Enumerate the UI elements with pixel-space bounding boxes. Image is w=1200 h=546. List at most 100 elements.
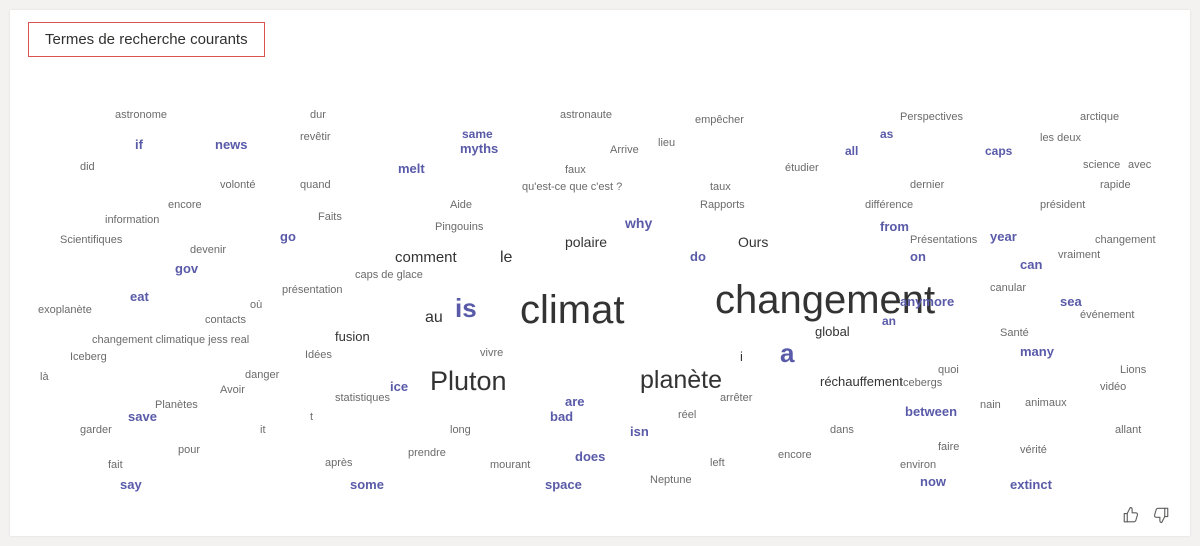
word-cloud-term: why [625, 216, 652, 230]
word-cloud-term: Pingouins [435, 222, 483, 233]
word-cloud-term: là [40, 372, 49, 383]
word-cloud-term: caps [985, 145, 1012, 157]
word-cloud-term: vivre [480, 348, 503, 359]
word-cloud-term: between [905, 405, 957, 418]
word-cloud-term: fait [108, 460, 123, 471]
word-cloud-term: planète [640, 368, 722, 393]
word-cloud-term: Rapports [700, 200, 745, 211]
thumbs-up-icon[interactable] [1122, 506, 1140, 524]
word-cloud-term: did [80, 162, 95, 173]
word-cloud-term: encore [778, 450, 812, 461]
word-cloud-term: où [250, 300, 262, 311]
word-cloud-term: year [990, 230, 1017, 243]
word-cloud-term: on [910, 250, 926, 263]
word-cloud-term: science [1083, 160, 1120, 171]
word-cloud-term: news [215, 138, 248, 151]
word-cloud-term: are [565, 395, 585, 408]
word-cloud-term: volonté [220, 180, 255, 191]
word-cloud-term: go [280, 230, 296, 243]
word-cloud-term: myths [460, 142, 498, 155]
word-cloud-term: now [920, 475, 946, 488]
word-cloud-term: astronaute [560, 110, 612, 121]
word-cloud-term: it [260, 425, 266, 436]
word-cloud-term: garder [80, 425, 112, 436]
word-cloud-term: quoi [938, 365, 959, 376]
word-cloud-term: fusion [335, 330, 370, 343]
word-cloud-term: do [690, 250, 706, 263]
word-cloud-term: is [455, 295, 477, 321]
word-cloud-term: dur [310, 110, 326, 121]
word-cloud-term: Planètes [155, 400, 198, 411]
word-cloud-term: allant [1115, 425, 1141, 436]
feedback-controls [1122, 506, 1170, 524]
word-cloud-term: vraiment [1058, 250, 1100, 261]
word-cloud-term: réel [678, 410, 696, 421]
word-cloud-term: information [105, 215, 159, 226]
word-cloud-term: Santé [1000, 328, 1029, 339]
word-cloud-term: animaux [1025, 398, 1067, 409]
word-cloud-term: événement [1080, 310, 1134, 321]
word-cloud-term: pour [178, 445, 200, 456]
word-cloud-term: vidéo [1100, 382, 1126, 393]
word-cloud-term: qu'est-ce que c'est ? [522, 182, 622, 193]
word-cloud-term: melt [398, 162, 425, 175]
word-cloud-term: anymore [900, 295, 954, 308]
word-cloud-term: arctique [1080, 112, 1119, 123]
word-cloud-term: i [740, 350, 743, 363]
word-cloud-term: some [350, 478, 384, 491]
word-cloud-term: space [545, 478, 582, 491]
word-cloud-term: climat [520, 290, 624, 330]
word-cloud-term: same [462, 128, 493, 140]
word-cloud-term: Icebergs [900, 378, 942, 389]
word-cloud-term: global [815, 325, 850, 338]
word-cloud-term: encore [168, 200, 202, 211]
word-cloud-term: Ours [738, 235, 768, 249]
word-cloud-term: étudier [785, 163, 819, 174]
word-cloud-term: extinct [1010, 478, 1052, 491]
word-cloud-term: rapide [1100, 180, 1131, 191]
word-cloud-term: Présentations [910, 235, 977, 246]
word-cloud: climatchangementPlutonplanèteisaleaucomm… [20, 80, 1180, 490]
word-cloud-term: t [310, 412, 313, 423]
word-cloud-term: bad [550, 410, 573, 423]
word-cloud-term: comment [395, 250, 457, 265]
word-cloud-term: réchauffement [820, 375, 903, 388]
word-cloud-term: Perspectives [900, 112, 963, 123]
word-cloud-term: all [845, 145, 858, 157]
word-cloud-term: from [880, 220, 909, 233]
word-cloud-term: astronome [115, 110, 167, 121]
word-cloud-term: can [1020, 258, 1042, 271]
word-cloud-term: différence [865, 200, 913, 211]
word-cloud-term: long [450, 425, 471, 436]
word-cloud-term: dernier [910, 180, 944, 191]
word-cloud-term: revêtir [300, 132, 331, 143]
word-cloud-term: many [1020, 345, 1054, 358]
word-cloud-term: contacts [205, 315, 246, 326]
word-cloud-term: Aide [450, 200, 472, 211]
word-cloud-term: Pluton [430, 368, 507, 395]
word-cloud-term: président [1040, 200, 1085, 211]
thumbs-down-icon[interactable] [1152, 506, 1170, 524]
word-cloud-term: as [880, 128, 893, 140]
word-cloud-term: changement [1095, 235, 1156, 246]
word-cloud-term: statistiques [335, 393, 390, 404]
word-cloud-term: devenir [190, 245, 226, 256]
word-cloud-term: ice [390, 380, 408, 393]
word-cloud-term: le [500, 250, 512, 266]
word-cloud-term: canular [990, 283, 1026, 294]
word-cloud-term: sea [1060, 295, 1082, 308]
search-terms-card: Termes de recherche courants climatchang… [10, 10, 1190, 536]
word-cloud-term: environ [900, 460, 936, 471]
word-cloud-term: danger [245, 370, 279, 381]
word-cloud-term: Neptune [650, 475, 692, 486]
word-cloud-term: présentation [282, 285, 343, 296]
word-cloud-term: avec [1128, 160, 1151, 171]
word-cloud-term: après [325, 458, 353, 469]
word-cloud-term: nain [980, 400, 1001, 411]
word-cloud-term: Idées [305, 350, 332, 361]
word-cloud-term: if [135, 138, 143, 151]
word-cloud-term: exoplanète [38, 305, 92, 316]
word-cloud-term: Arrive [610, 145, 639, 156]
word-cloud-term: save [128, 410, 157, 423]
word-cloud-term: taux [710, 182, 731, 193]
